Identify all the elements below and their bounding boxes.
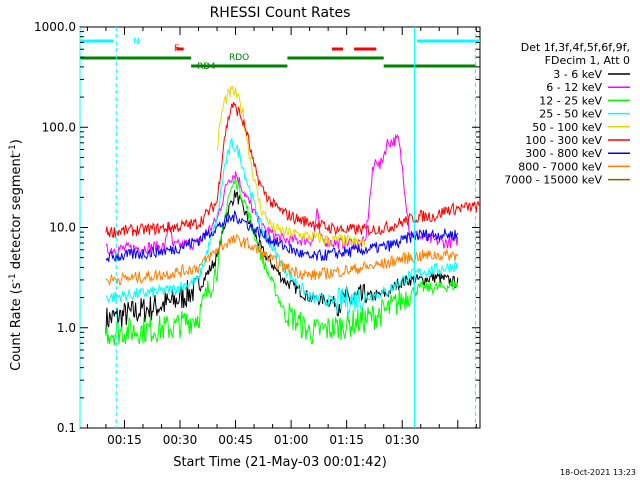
x-tick-label: 01:30 [385,433,420,447]
x-tick-label: 00:15 [107,433,142,447]
y-tick-label: 100.0 [42,120,76,134]
series-line [105,175,459,346]
timestamp: 18-Oct-2021 13:23 [560,468,636,477]
legend-label: 12 - 25 keV [539,94,602,107]
y-axis-label-part: -1 [8,273,18,282]
legend-label: 100 - 300 keV [525,134,602,147]
series-line [105,210,459,263]
chart-title: RHESSI Count Rates [210,5,351,21]
y-tick-label: 1000.0 [34,20,76,34]
x-axis-label: Start Time (21-May-03 00:01:42) [173,455,387,470]
attenuator-bars: N F RDO RD4 [80,37,480,72]
y-tick-label: 0.1 [57,421,76,435]
y-axis-label: Count Rate (s-1 detector segment-1) [8,139,24,371]
legend-label: 3 - 6 keV [553,68,602,81]
legend-label: 800 - 7000 keV [518,160,602,173]
legend-label: 50 - 100 keV [532,121,602,134]
state-bar-label: RDO [229,53,249,63]
y-tick-label: 1.0 [57,321,76,335]
x-tick-label: 00:45 [218,433,253,447]
legend-label: 25 - 50 keV [539,108,602,121]
state-bar-label: N [133,37,140,47]
legend: Det 1f,3f,4f,5f,6f,9f,FDecim 1, Att 03 -… [504,41,630,187]
state-bar-label: F [174,44,179,54]
y-tick-label: 10.0 [49,221,76,235]
series-layer [105,84,481,346]
x-tick-label: 00:30 [163,433,198,447]
axes: 0.1 1.0 10.0 100.0 1000.0 00:15 00:30 00:45 01:0… [34,20,480,447]
series-line [105,133,459,257]
y-axis-label-part: detector segment [9,153,24,273]
series-line [105,234,459,287]
y-axis-label-part: ) [9,139,24,144]
y-axis-label-part: Count Rate (s [9,282,24,371]
legend-header: FDecim 1, Att 0 [545,54,630,67]
legend-label: 300 - 800 keV [525,147,602,160]
x-tick-label: 01:00 [274,433,309,447]
legend-label: 6 - 12 keV [546,81,602,94]
series-line [105,101,481,239]
state-bar-label: RD4 [197,62,216,72]
y-axis-label-part: -1 [8,144,18,153]
series-line [216,84,366,249]
series-line [105,190,459,334]
x-tick-label: 01:15 [329,433,364,447]
legend-header: Det 1f,3f,4f,5f,6f,9f, [521,41,630,54]
legend-label: 7000 - 15000 keV [504,174,602,187]
